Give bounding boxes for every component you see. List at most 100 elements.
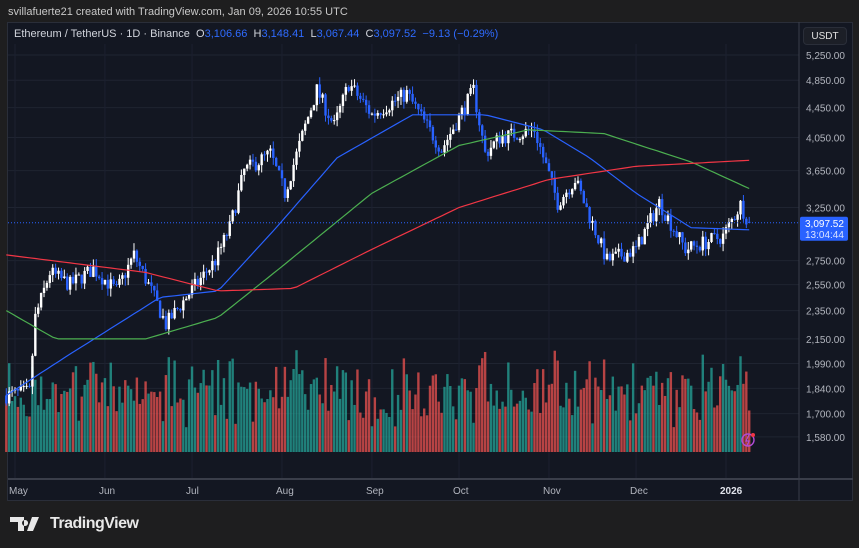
candle-body (393, 100, 397, 102)
volume-bar (269, 390, 272, 452)
candle-body (277, 165, 281, 171)
candle-body (367, 105, 371, 114)
time-tick-label: May (9, 486, 28, 497)
volume-bar (440, 412, 443, 452)
candle-body (547, 163, 551, 172)
volume-bar (541, 369, 545, 452)
volume-bar (71, 372, 75, 452)
volume-bar (495, 390, 498, 452)
volume-bar (588, 361, 591, 452)
candle-body (118, 278, 121, 285)
volume-bar (214, 415, 217, 452)
candle-body (536, 132, 539, 144)
candle-body (704, 236, 707, 250)
volume-bar (254, 381, 258, 452)
time-tick-label: Jul (186, 486, 199, 497)
candle-body (269, 148, 272, 151)
candle-body (205, 271, 208, 273)
volume-bar (550, 383, 554, 452)
volume-bar (730, 390, 734, 452)
candle-body (681, 232, 684, 243)
volume-bar (547, 384, 551, 452)
time-tick-label: Sep (366, 486, 384, 497)
volume-bar (248, 382, 252, 452)
candle-body (263, 154, 266, 156)
candle-body (597, 235, 600, 244)
candle-body (733, 218, 736, 220)
candle-body (112, 279, 115, 284)
volume-bar (196, 392, 200, 452)
volume-bar (716, 405, 719, 452)
volume-bar (280, 396, 284, 452)
candle-body (666, 215, 670, 221)
volume-bar (318, 394, 321, 452)
volume-bar (614, 410, 617, 452)
volume-bar (164, 375, 168, 452)
price-tick-label: 4,850.00 (806, 76, 845, 87)
candle-body (504, 136, 507, 144)
volume-bar (483, 351, 487, 452)
volume-bar (388, 416, 391, 452)
candle-body (83, 270, 86, 284)
candle-body (692, 241, 696, 246)
volume-bar (115, 411, 118, 452)
candle-body (28, 385, 31, 387)
candle-body (515, 137, 519, 140)
candle-body (495, 135, 498, 142)
volume-bar (106, 406, 110, 452)
candle-body (211, 260, 214, 271)
candle-body (170, 312, 173, 319)
volume-bar (539, 412, 542, 452)
volume-bar (660, 382, 664, 452)
candle-body (518, 139, 522, 141)
candle-body (718, 239, 722, 244)
candle-body (292, 164, 295, 182)
candle-body (16, 389, 20, 391)
volume-bar (167, 357, 171, 452)
candle-body (309, 110, 313, 118)
candle-body (45, 282, 49, 288)
candle-body (106, 279, 110, 289)
volume-bar (234, 423, 237, 452)
volume-bar (63, 390, 66, 452)
candle-body (92, 266, 95, 277)
volume-bar (530, 411, 533, 452)
volume-bar (672, 427, 675, 452)
currency-button[interactable]: USDT (803, 27, 847, 45)
candle-body (539, 143, 542, 147)
candle-body (559, 205, 562, 210)
volume-bar (274, 366, 278, 452)
volume-bar (396, 394, 400, 452)
candle-body (266, 150, 269, 155)
candle-body (245, 164, 249, 169)
volume-bar (199, 383, 202, 452)
volume-bar (666, 378, 670, 452)
volume-bar (150, 391, 153, 452)
candle-body (408, 90, 411, 94)
time-tick-label: Jun (99, 486, 115, 497)
brand-name: TradingView (50, 515, 139, 532)
volume-bar (22, 404, 25, 452)
volume-bar (452, 406, 455, 452)
candle-body (562, 196, 565, 206)
candle-body (37, 307, 40, 314)
candle-body (689, 241, 693, 250)
volume-bar (446, 374, 449, 452)
volume-bar (202, 369, 205, 452)
candle-body (721, 233, 725, 244)
candle-body (315, 84, 319, 106)
candle-body (318, 84, 321, 98)
candle-body (600, 238, 603, 244)
candle-body (724, 227, 728, 234)
moving-average-line (6, 129, 750, 340)
candle-body (124, 275, 127, 278)
volume-bar (373, 397, 377, 452)
volume-bar (132, 400, 136, 452)
volume-bar (292, 369, 295, 452)
candle-body (623, 256, 626, 262)
candle-body (637, 237, 641, 247)
volume-bar (478, 365, 481, 452)
candle-body (463, 107, 467, 115)
candle-body (655, 208, 658, 222)
